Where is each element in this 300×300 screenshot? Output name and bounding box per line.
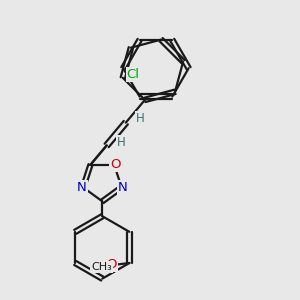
Text: N: N [118,181,128,194]
Text: O: O [110,158,121,171]
Text: H: H [136,112,145,125]
Text: H: H [117,136,125,149]
Text: O: O [106,258,117,271]
Text: CH₃: CH₃ [91,262,112,272]
Text: N: N [77,181,86,194]
Text: Cl: Cl [127,68,140,81]
